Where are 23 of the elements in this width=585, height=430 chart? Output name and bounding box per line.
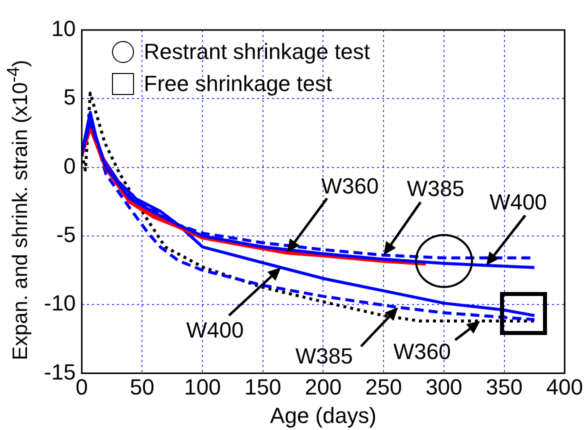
y-tick-label: -5 bbox=[56, 222, 76, 247]
x-tick-label: 300 bbox=[426, 374, 462, 400]
x-tick-label: 350 bbox=[486, 374, 523, 400]
y-tick-label: 10 bbox=[51, 16, 76, 42]
y-tick-label: -15 bbox=[44, 359, 76, 384]
x-tick-label: 150 bbox=[244, 374, 282, 400]
y-tick-label: 0 bbox=[64, 153, 76, 178]
x-tick-label: 400 bbox=[546, 374, 584, 400]
x-tick-label: 100 bbox=[184, 374, 221, 400]
annotation: W385 bbox=[406, 176, 464, 202]
annotation: W400 bbox=[186, 318, 244, 343]
annotation: W385 bbox=[295, 343, 353, 368]
y-tick-label: -10 bbox=[44, 290, 76, 316]
y-tick-label: 5 bbox=[64, 84, 76, 110]
x-tick-label: 200 bbox=[304, 374, 342, 400]
annotation: Free shrinkage test bbox=[144, 71, 332, 96]
annotation: W400 bbox=[489, 190, 547, 214]
x-axis-title: Age (days) bbox=[270, 402, 376, 428]
annotation: W360 bbox=[393, 339, 451, 364]
x-tick-label: 50 bbox=[130, 374, 154, 400]
annotation: Restrant shrinkage test bbox=[144, 39, 370, 64]
x-tick-label: 250 bbox=[365, 374, 402, 400]
annotation: W360 bbox=[321, 173, 379, 198]
